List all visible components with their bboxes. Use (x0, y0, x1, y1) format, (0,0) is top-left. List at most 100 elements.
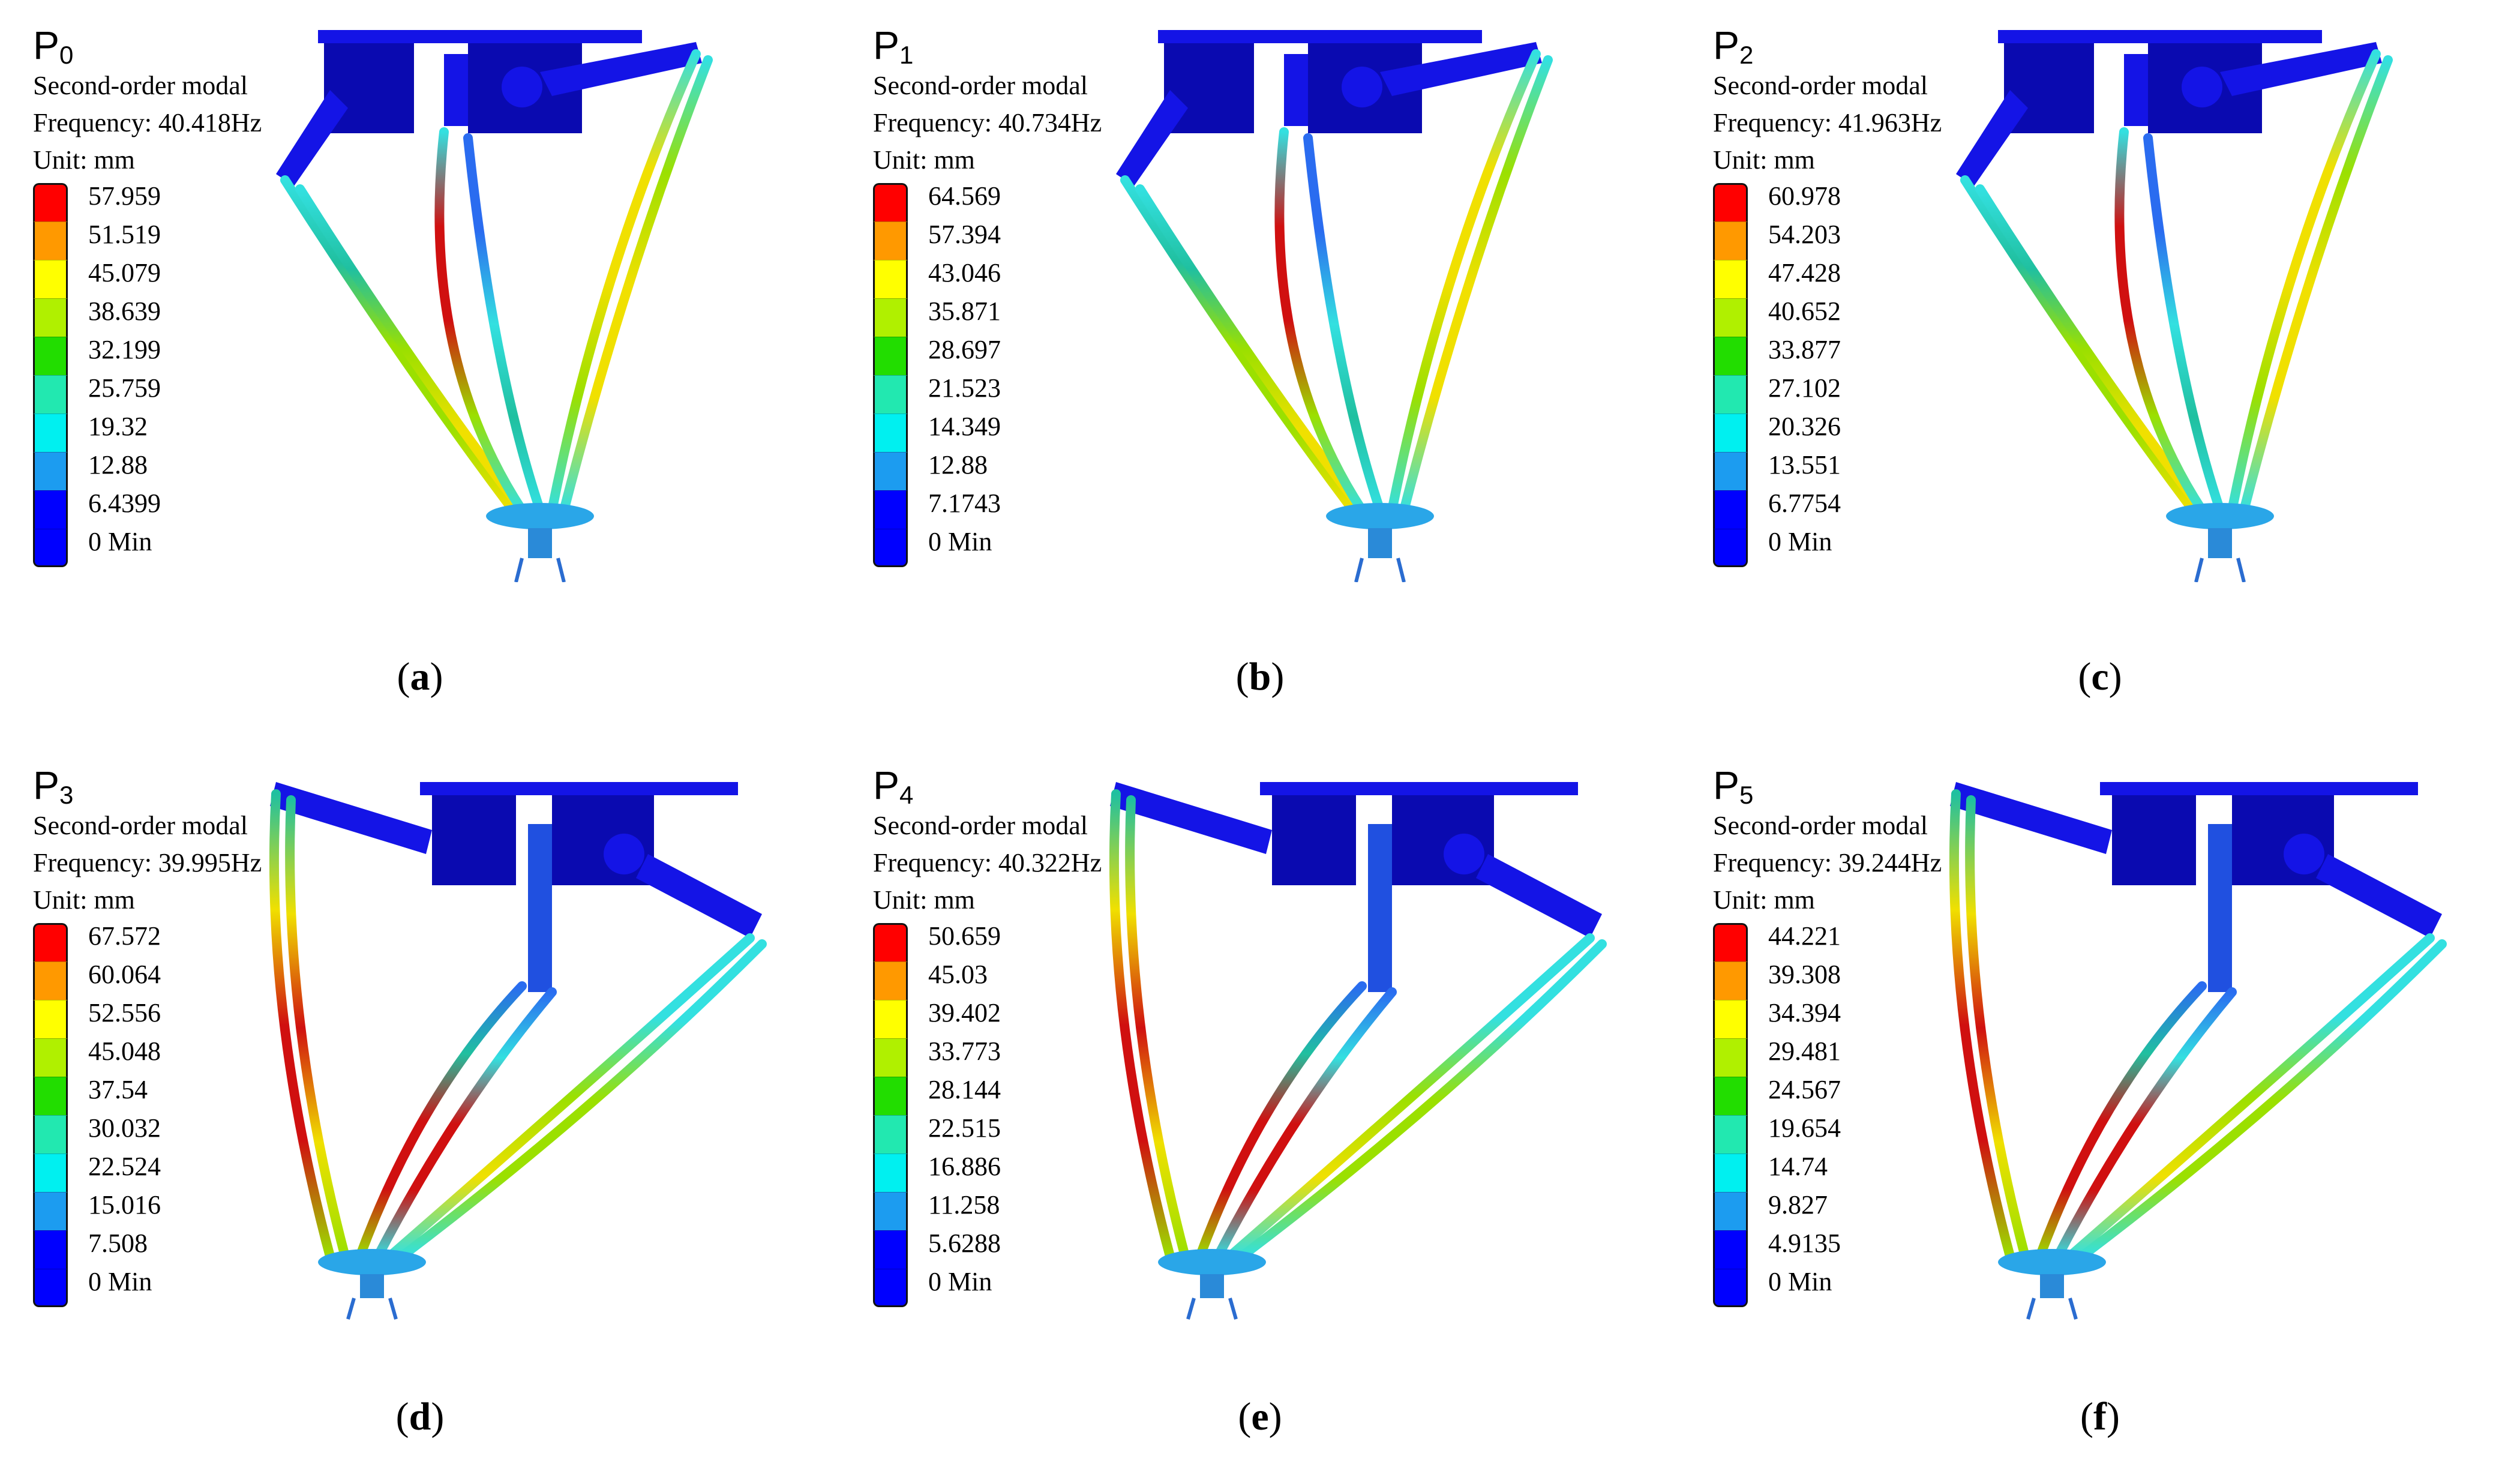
legend-row: 45.048 (33, 1038, 249, 1077)
unit-label: Unit: mm (1713, 885, 1815, 915)
legend-swatch (873, 529, 908, 567)
legend-value: 0 Min (1768, 527, 1832, 556)
gripper (514, 558, 566, 582)
parallel-rod (1195, 981, 1367, 1261)
legend-swatch (33, 1230, 68, 1269)
legend-value: 47.428 (1768, 258, 1841, 287)
motor-housing (2112, 795, 2196, 885)
parallel-rod (1135, 184, 1367, 515)
parallel-rod (1387, 49, 1541, 515)
parallel-rod (559, 55, 713, 515)
legend-row: 40.652 (1713, 298, 1929, 337)
parallel-rod (373, 987, 557, 1261)
legend-value: 45.03 (928, 960, 988, 989)
legend-swatch (1713, 260, 1748, 298)
legend-value: 14.74 (1768, 1152, 1828, 1181)
panel-title: P2 (1713, 23, 1754, 69)
upper-arm (1476, 854, 1602, 938)
legend-value: 28.697 (928, 335, 1001, 364)
parallel-rod (1109, 789, 1175, 1261)
panel-caption: (a) (397, 655, 443, 699)
legend-value: 30.032 (88, 1113, 161, 1143)
end-effector (528, 528, 552, 558)
color-legend: 60.978 54.203 47.428 40.652 33.877 27.10… (1713, 183, 1929, 567)
legend-value: 22.524 (88, 1152, 161, 1181)
legend-swatch (33, 337, 68, 375)
legend-swatch (1713, 490, 1748, 529)
panel-info: P4 Second-order modal Frequency: 40.322H… (873, 763, 1102, 919)
legend-swatch (873, 961, 908, 1000)
top-plate (1158, 30, 1482, 43)
unit-label: Unit: mm (873, 145, 975, 175)
legend-row: 14.349 (873, 414, 1089, 452)
legend-swatch (33, 221, 68, 260)
legend-row: 45.03 (873, 961, 1089, 1000)
panel-info: P5 Second-order modal Frequency: 39.244H… (1713, 763, 1942, 919)
parallel-rod (2227, 49, 2381, 515)
legend-value: 12.88 (88, 450, 148, 480)
legend-value: 43.046 (928, 258, 1001, 287)
parallel-rod (285, 795, 350, 1261)
upper-arm (1950, 782, 2112, 854)
legend-value: 5.6288 (928, 1229, 1001, 1258)
legend-swatch (1713, 1038, 1748, 1077)
legend-value: 50.659 (928, 921, 1001, 951)
parallel-rod (2053, 987, 2237, 1261)
frequency-label: Frequency: 40.322Hz (873, 848, 1102, 877)
legend-row: 5.6288 (873, 1230, 1089, 1269)
legend-swatch (873, 1269, 908, 1307)
legend-swatch (33, 414, 68, 452)
legend-value: 38.639 (88, 296, 161, 326)
legend-row: 28.697 (873, 337, 1089, 375)
legend-row: 67.572 (33, 923, 249, 961)
legend-row: 51.519 (33, 221, 249, 260)
legend-value: 32.199 (88, 335, 161, 364)
legend-swatch (1713, 221, 1748, 260)
legend-row: 16.886 (873, 1154, 1089, 1192)
panel-f: P5 Second-order modal Frequency: 39.244H… (1680, 740, 2520, 1480)
legend-row: 22.515 (873, 1115, 1089, 1154)
legend-swatch (1713, 961, 1748, 1000)
robot-deformation-plot (1109, 782, 1607, 1320)
legend-value: 67.572 (88, 921, 161, 951)
legend-value: 34.394 (1768, 998, 1841, 1027)
parallel-rod (1965, 795, 2030, 1261)
mode-label: Second-order modal (33, 811, 248, 840)
panel-caption: (b) (1235, 655, 1285, 699)
legend-row: 57.959 (33, 183, 249, 221)
moving-platform (1326, 503, 1434, 529)
legend-row: 22.524 (33, 1154, 249, 1192)
legend-value: 16.886 (928, 1152, 1001, 1181)
motor-housing (1272, 795, 1356, 885)
gripper (2194, 558, 2246, 582)
legend-row: 50.659 (873, 923, 1089, 961)
color-legend: 57.959 51.519 45.079 38.639 32.199 25.75… (33, 183, 249, 567)
legend-value: 6.4399 (88, 489, 161, 518)
legend-row: 43.046 (873, 260, 1089, 298)
legend-row: 29.481 (1713, 1038, 1929, 1077)
upper-arm (1368, 824, 1392, 992)
legend-swatch (1713, 923, 1748, 961)
panel-c: P2 Second-order modal Frequency: 41.963H… (1680, 0, 2520, 740)
upper-arm (1110, 782, 1272, 854)
legend-swatch (33, 375, 68, 414)
color-legend: 64.569 57.394 43.046 35.871 28.697 21.52… (873, 183, 1089, 567)
legend-swatch (1713, 414, 1748, 452)
legend-swatch (873, 337, 908, 375)
panel-caption: (d) (395, 1395, 445, 1439)
mode-label: Second-order modal (873, 811, 1088, 840)
panel-a: P0 Second-order modal Frequency: 40.418H… (0, 0, 840, 740)
end-effector (1368, 528, 1392, 558)
legend-row: 30.032 (33, 1115, 249, 1154)
robot-deformation-plot (276, 30, 713, 582)
legend-swatch (1713, 337, 1748, 375)
legend-row: 21.523 (873, 375, 1089, 414)
legend-swatch (1713, 1269, 1748, 1307)
upper-arm (540, 42, 702, 96)
upper-arm (2208, 824, 2232, 992)
legend-value: 0 Min (88, 527, 152, 556)
unit-label: Unit: mm (33, 145, 135, 175)
upper-arm (1956, 90, 2028, 186)
legend-row: 33.877 (1713, 337, 1929, 375)
upper-arm (2220, 42, 2382, 96)
